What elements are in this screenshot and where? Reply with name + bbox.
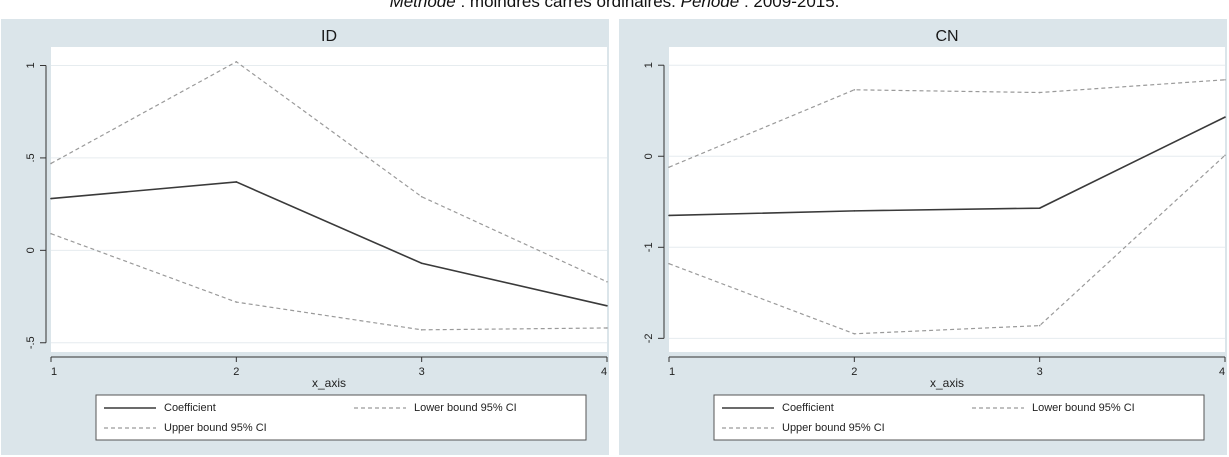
data-point-upper-bound-95-ci [420,195,423,198]
data-point-upper-bound-95-ci [235,60,238,63]
data-point-upper-bound-95-ci [668,166,670,168]
legend-label-upper-bound-95-ci: Upper bound 95% CI [782,422,885,434]
chart-panel-cn: CN -2 -1 0 1 1 2 3 4 x_axis Coefficient Lower bound… [619,19,1227,455]
data-point-lower-bound-95-ci [606,327,608,329]
data-point-upper-bound-95-ci [606,280,608,283]
series-line-coefficient [50,181,608,307]
y-tick-label: 0 [643,153,655,159]
series-line-coefficient [668,116,1226,217]
x-tick-label: 1 [669,366,675,378]
x-tick-label: 4 [1219,366,1225,378]
data-point-lower-bound-95-ci [1038,324,1041,327]
data-point-lower-bound-95-ci [1224,154,1226,157]
data-point-coefficient [606,304,608,307]
data-point-upper-bound-95-ci [853,88,856,91]
plot-area [51,47,607,352]
data-point-lower-bound-95-ci [420,329,423,331]
data-point-coefficient [420,262,423,265]
data-point-upper-bound-95-ci [50,162,52,165]
data-point-upper-bound-95-ci [1038,91,1041,94]
caption-period-text: : 2009-2015. [739,0,840,11]
series-line-upper-bound-95-ci [50,61,608,283]
figure-caption: Méthode : moindres carrés ordinaires. Pé… [0,0,1229,12]
data-point-coefficient [1038,207,1041,209]
x-tick-label: 2 [233,366,239,378]
data-point-lower-bound-95-ci [235,301,238,303]
plot-area [669,47,1225,352]
data-point-coefficient [1224,116,1226,118]
legend-label-coefficient: Coefficient [782,402,834,414]
chart-cn-svg: CN -2 -1 0 1 1 2 3 4 x_axis Coefficient Lower bound… [619,19,1227,455]
x-tick-label: 2 [851,366,857,378]
chart-title-id: ID [321,28,337,45]
y-tick-label: .5 [25,153,37,162]
chart-title-cn: CN [935,28,958,45]
legend-label-lower-bound-95-ci: Lower bound 95% CI [1032,402,1135,414]
caption-method-label: Méthode [389,0,456,11]
data-point-coefficient [853,210,856,212]
chart-id-svg: ID -.5 0 .5 1 1 2 3 4 x_axis Coefficient Lower boun… [1,19,609,455]
y-tick-label: 1 [25,62,37,68]
y-tick-label: 1 [643,62,655,68]
chart-panel-id: ID -.5 0 .5 1 1 2 3 4 x_axis Coefficient Lower boun… [1,19,609,455]
x-tick-label: 4 [601,366,607,378]
legend-box [95,394,587,441]
series-line-lower-bound-95-ci [50,233,608,331]
legend-label-upper-bound-95-ci: Upper bound 95% CI [164,422,267,434]
legend-box [713,394,1205,441]
data-point-upper-bound-95-ci [1224,78,1226,81]
x-tick-label: 3 [1037,366,1043,378]
legend-label-coefficient: Coefficient [164,402,216,414]
series-line-upper-bound-95-ci [668,79,1226,168]
y-tick-label: -1 [643,242,655,252]
y-tick-label: -.5 [25,336,37,349]
caption-method-text: : moindres carrés ordinaires. [455,0,681,11]
x-tick-label: 1 [51,366,57,378]
x-axis-label: x_axis [312,376,346,390]
legend-label-lower-bound-95-ci: Lower bound 95% CI [414,402,517,414]
x-tick-label: 3 [419,366,425,378]
caption-period-label: Période [680,0,740,11]
data-point-coefficient [668,214,670,217]
series-line-lower-bound-95-ci [668,154,1226,335]
y-tick-label: 0 [25,247,37,253]
data-point-coefficient [235,181,238,183]
y-tick-label: -2 [643,333,655,343]
data-point-coefficient [50,197,52,200]
data-point-lower-bound-95-ci [668,262,670,265]
data-point-lower-bound-95-ci [50,232,52,235]
data-point-lower-bound-95-ci [853,332,856,335]
x-axis-label: x_axis [930,376,964,390]
